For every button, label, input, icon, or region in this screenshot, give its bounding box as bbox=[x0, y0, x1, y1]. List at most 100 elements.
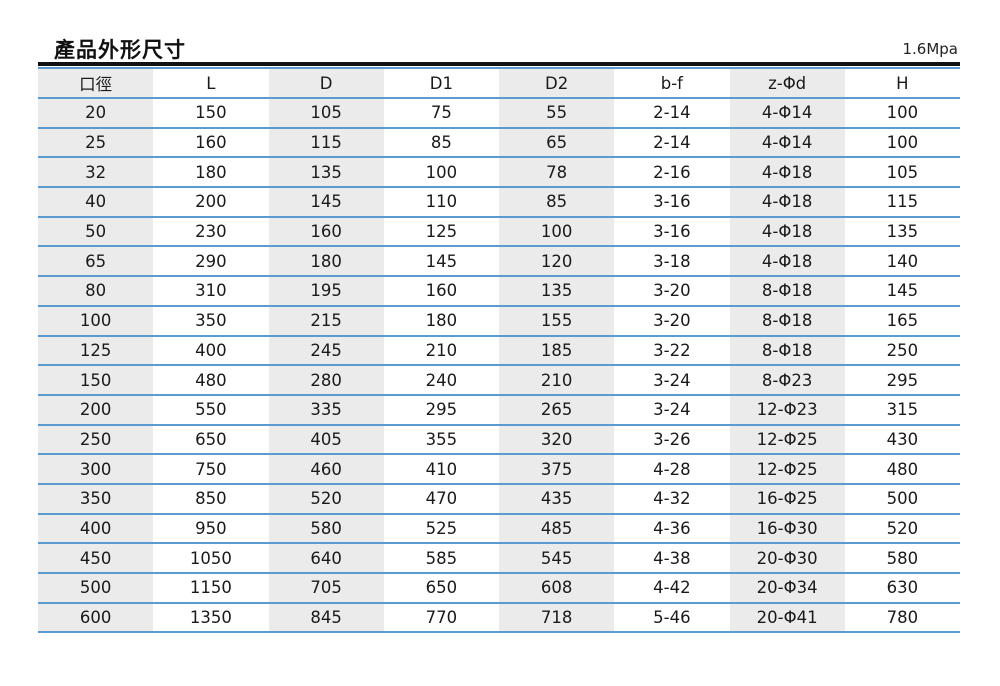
table-cell: 160 bbox=[153, 126, 269, 158]
table-row: 500 1150 705 650 608 4-42 20-Φ34 630 bbox=[38, 572, 960, 603]
table-cell: 16-Φ25 bbox=[729, 482, 845, 514]
table-cell: 100 bbox=[844, 97, 960, 128]
table-cell: 180 bbox=[268, 245, 384, 277]
table-cell: 8-Φ18 bbox=[729, 304, 845, 336]
table-cell: 65 bbox=[499, 126, 615, 158]
table-cell: 165 bbox=[844, 304, 960, 336]
table-cell: 155 bbox=[499, 304, 615, 336]
table-cell: 750 bbox=[153, 453, 269, 484]
pressure-rating: 1.6Mpa bbox=[902, 40, 958, 58]
table-cell: 500 bbox=[844, 482, 960, 514]
table-cell: 4-Φ14 bbox=[729, 126, 845, 158]
table-cell: 1050 bbox=[153, 542, 269, 573]
table-cell: 350 bbox=[38, 482, 154, 514]
table-cell: 50 bbox=[38, 215, 154, 247]
column-header: b-f bbox=[614, 67, 730, 98]
table-cell: 410 bbox=[383, 453, 499, 484]
table-row: 50 230 160 125 100 3-16 4-Φ18 135 bbox=[38, 215, 960, 247]
table-cell: 55 bbox=[499, 97, 615, 128]
table-cell: 1150 bbox=[153, 572, 269, 603]
column-header: D2 bbox=[499, 67, 615, 98]
table-cell: 435 bbox=[499, 482, 615, 514]
table-row: 300 750 460 410 375 4-28 12-Φ25 480 bbox=[38, 453, 960, 484]
table-cell: 600 bbox=[38, 601, 154, 634]
column-header: H bbox=[844, 67, 960, 98]
table-cell: 32 bbox=[38, 156, 154, 188]
table-cell: 200 bbox=[153, 186, 269, 217]
table-row: 32 180 135 100 78 2-16 4-Φ18 105 bbox=[38, 156, 960, 188]
table-cell: 210 bbox=[499, 364, 615, 395]
table-cell: 315 bbox=[844, 393, 960, 425]
table-cell: 375 bbox=[499, 453, 615, 484]
table-cell: 135 bbox=[844, 215, 960, 247]
table-cell: 4-38 bbox=[614, 542, 730, 573]
table-cell: 150 bbox=[153, 97, 269, 128]
table-cell: 100 bbox=[844, 126, 960, 158]
table-row: 65 290 180 145 120 3-18 4-Φ18 140 bbox=[38, 245, 960, 277]
table-row: 450 1050 640 585 545 4-38 20-Φ30 580 bbox=[38, 542, 960, 573]
table-cell: 85 bbox=[499, 186, 615, 217]
table-cell: 115 bbox=[844, 186, 960, 217]
table-cell: 520 bbox=[844, 512, 960, 544]
table-cell: 75 bbox=[383, 97, 499, 128]
table-cell: 80 bbox=[38, 275, 154, 306]
table-row: 350 850 520 470 435 4-32 16-Φ25 500 bbox=[38, 482, 960, 514]
table-row: 40 200 145 110 85 3-16 4-Φ18 115 bbox=[38, 186, 960, 217]
table-cell: 115 bbox=[268, 126, 384, 158]
table-cell: 215 bbox=[268, 304, 384, 336]
table-row: 80 310 195 160 135 3-20 8-Φ18 145 bbox=[38, 275, 960, 306]
table-row: 150 480 280 240 210 3-24 8-Φ23 295 bbox=[38, 364, 960, 395]
table-cell: 320 bbox=[499, 423, 615, 455]
table-cell: 650 bbox=[153, 423, 269, 455]
table-cell: 3-26 bbox=[614, 423, 730, 455]
table-cell: 20-Φ30 bbox=[729, 542, 845, 573]
table-cell: 4-Φ18 bbox=[729, 156, 845, 188]
table-cell: 65 bbox=[38, 245, 154, 277]
table-cell: 125 bbox=[383, 215, 499, 247]
table-cell: 240 bbox=[383, 364, 499, 395]
table-cell: 3-24 bbox=[614, 364, 730, 395]
table-cell: 718 bbox=[499, 601, 615, 634]
table-cell: 16-Φ30 bbox=[729, 512, 845, 544]
table-cell: 310 bbox=[153, 275, 269, 306]
table-cell: 485 bbox=[499, 512, 615, 544]
table-cell: 145 bbox=[844, 275, 960, 306]
table-row: 250 650 405 355 320 3-26 12-Φ25 430 bbox=[38, 423, 960, 455]
table-cell: 150 bbox=[38, 364, 154, 395]
table-cell: 210 bbox=[383, 334, 499, 366]
table-cell: 12-Φ23 bbox=[729, 393, 845, 425]
table-row: 20 150 105 75 55 2-14 4-Φ14 100 bbox=[38, 97, 960, 128]
table-cell: 850 bbox=[153, 482, 269, 514]
table-cell: 500 bbox=[38, 572, 154, 603]
table-header-row: 口徑 L D D1 D2 b-f z-Φd H bbox=[38, 67, 960, 98]
table-cell: 4-32 bbox=[614, 482, 730, 514]
table-cell: 2-14 bbox=[614, 97, 730, 128]
table-cell: 12-Φ25 bbox=[729, 453, 845, 484]
table-cell: 100 bbox=[38, 304, 154, 336]
table-cell: 480 bbox=[153, 364, 269, 395]
table-cell: 4-42 bbox=[614, 572, 730, 603]
page-title: 產品外形尺寸 bbox=[54, 38, 186, 62]
column-header: z-Φd bbox=[729, 67, 845, 98]
table-cell: 580 bbox=[844, 542, 960, 573]
table-row: 100 350 215 180 155 3-20 8-Φ18 165 bbox=[38, 304, 960, 336]
table-cell: 295 bbox=[844, 364, 960, 395]
table-cell: 3-20 bbox=[614, 275, 730, 306]
table-cell: 780 bbox=[844, 601, 960, 634]
table-cell: 450 bbox=[38, 542, 154, 573]
table-cell: 405 bbox=[268, 423, 384, 455]
dimension-table: 口徑 L D D1 D2 b-f z-Φd H 20 150 105 75 55 2-14 4-Φ14 100… bbox=[38, 67, 960, 634]
table-cell: 3-24 bbox=[614, 393, 730, 425]
table-cell: 400 bbox=[38, 512, 154, 544]
table-cell: 4-Φ14 bbox=[729, 97, 845, 128]
table-cell: 300 bbox=[38, 453, 154, 484]
column-header: L bbox=[153, 67, 269, 98]
table-cell: 2-14 bbox=[614, 126, 730, 158]
table-row: 25 160 115 85 65 2-14 4-Φ14 100 bbox=[38, 126, 960, 158]
title-divider bbox=[38, 62, 960, 66]
table-cell: 4-28 bbox=[614, 453, 730, 484]
table-cell: 3-18 bbox=[614, 245, 730, 277]
table-cell: 8-Φ18 bbox=[729, 334, 845, 366]
table-cell: 845 bbox=[268, 601, 384, 634]
table-cell: 195 bbox=[268, 275, 384, 306]
